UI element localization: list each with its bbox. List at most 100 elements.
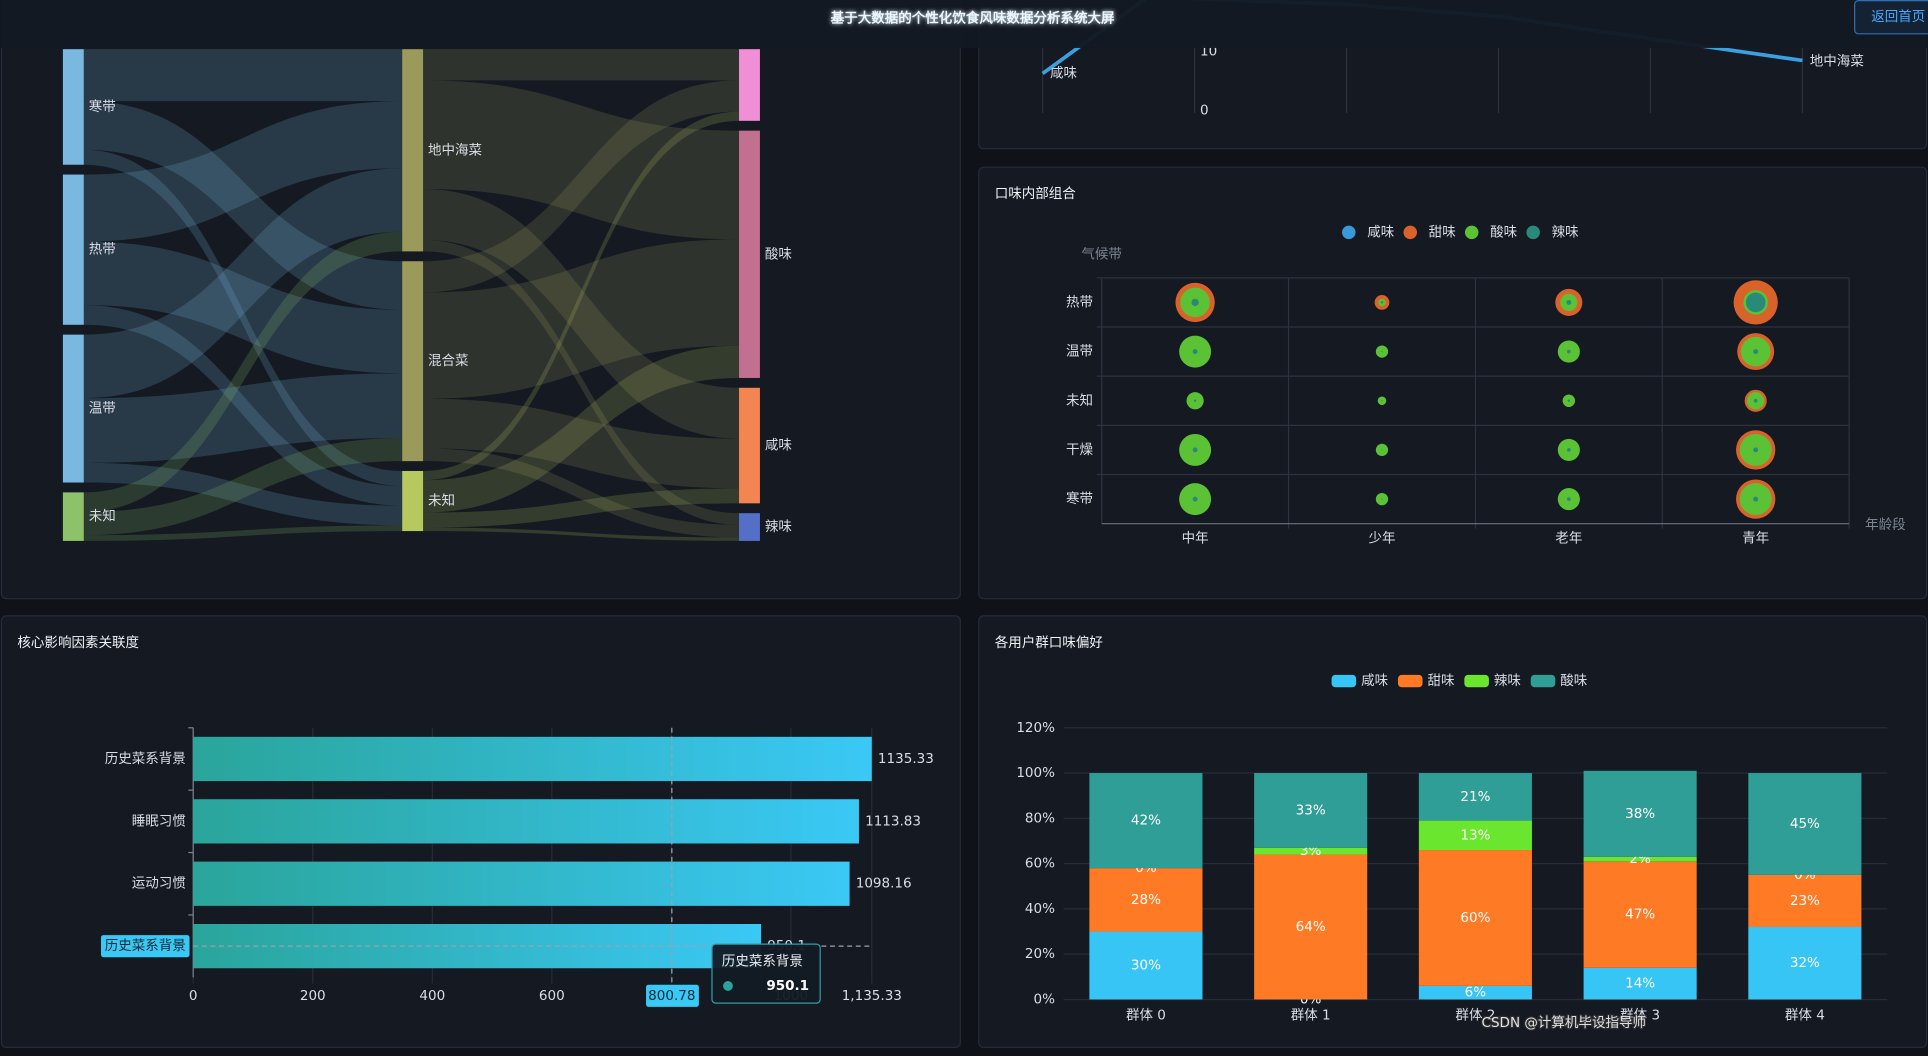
sankey-link	[423, 49, 740, 81]
sankey-link	[83, 462, 403, 526]
bar	[193, 799, 859, 844]
bubble	[1567, 399, 1571, 402]
sankey-node	[402, 49, 424, 252]
legend-label: 甜味	[1429, 224, 1457, 240]
bubble	[1753, 398, 1758, 403]
x-tick-label: 群体 1	[1291, 1007, 1331, 1023]
value-label: 6%	[1465, 985, 1487, 1001]
value-label: 28%	[1131, 892, 1161, 908]
legend-swatch	[1526, 225, 1540, 240]
bubble	[1193, 399, 1197, 402]
node-label: 混合菜	[428, 353, 469, 369]
bubble	[1192, 447, 1198, 453]
x-tick-label: 少年	[1368, 530, 1395, 546]
legend-label: 甜味	[1427, 673, 1455, 689]
sankey-link	[83, 231, 403, 513]
bar-segment	[1748, 927, 1862, 1000]
legend-label: 咸味	[1367, 224, 1395, 240]
y-tick-label: 40%	[1025, 901, 1055, 917]
value-label: 32%	[1790, 955, 1820, 971]
node-label: 酸味	[765, 246, 793, 262]
sankey-link	[423, 527, 740, 541]
y-tick-label: 热带	[1066, 294, 1093, 310]
header-bar	[0, 0, 1928, 48]
x-tick-label: 0	[189, 988, 198, 1004]
sankey-link	[423, 398, 740, 489]
back-button[interactable]: 返回首页	[1854, 0, 1928, 35]
sankey-link	[83, 149, 403, 487]
bubble	[1381, 449, 1383, 451]
y-tick-label: 60%	[1025, 856, 1055, 872]
bubble	[1745, 292, 1766, 313]
sankey-link	[83, 305, 403, 506]
sankey-link	[83, 101, 403, 242]
legend-swatch	[1397, 674, 1423, 688]
x-tick-label: 群体 2	[1455, 1007, 1495, 1023]
sankey-link	[423, 111, 740, 481]
x-tick-label: 群体 3	[1620, 1007, 1660, 1023]
panel-title: 核心影响因素关联度	[17, 635, 139, 651]
y-tick-label: 运动习惯	[132, 875, 186, 892]
sankey-link	[83, 241, 403, 374]
y-tick-label: 干燥	[1066, 442, 1094, 458]
button-frame[interactable]	[1854, 0, 1928, 35]
sankey-link	[423, 345, 740, 513]
value-label: 47%	[1625, 907, 1655, 923]
button-label[interactable]: 返回首页	[1871, 9, 1925, 25]
legend-label: 酸味	[1560, 673, 1588, 689]
tooltip-box	[711, 943, 821, 1004]
x-tick-label: 中年	[1182, 530, 1209, 546]
node-label: 未知	[89, 508, 116, 525]
bar-segment	[1748, 874, 1862, 928]
y-tick-label: 睡眠习惯	[132, 812, 186, 829]
bubble	[1566, 349, 1571, 354]
value-label: 30%	[1131, 957, 1161, 973]
sankey-link	[423, 448, 740, 538]
node-label: 地中海菜	[428, 142, 482, 158]
sankey-node	[739, 130, 760, 378]
bubble	[1381, 400, 1383, 402]
bar-segment	[1089, 868, 1203, 932]
bubble	[1566, 299, 1572, 305]
sankey-node	[62, 492, 84, 541]
sankey-link	[83, 525, 403, 541]
bar	[193, 861, 850, 906]
bubble	[1192, 496, 1198, 502]
series-end-label: 地中海菜	[1810, 54, 1864, 70]
legend-swatch	[1403, 225, 1418, 240]
y-tick-label: 80%	[1025, 810, 1055, 826]
panel	[0, 0, 961, 600]
legend-label: 辣味	[1494, 673, 1522, 689]
sankey-link	[83, 168, 403, 399]
bubble	[1753, 349, 1759, 355]
value-label: 42%	[1131, 813, 1161, 829]
panel	[978, 166, 1928, 600]
value-label: 33%	[1296, 802, 1326, 818]
y-tick-label: 120%	[1016, 720, 1055, 736]
legend-swatch	[1464, 674, 1489, 688]
legend-swatch	[1331, 674, 1357, 688]
node-label: 辣味	[765, 519, 793, 535]
y-tick-label: 未知	[1066, 392, 1093, 409]
bubble	[1753, 447, 1759, 453]
bubble	[1566, 448, 1571, 452]
bar	[193, 736, 872, 782]
bar-segment	[1254, 773, 1368, 848]
bar-segment	[1418, 850, 1532, 986]
x-tick-label: 群体 0	[1126, 1007, 1166, 1023]
panel-title: 各用户群口味偏好	[995, 634, 1103, 651]
bubble	[1566, 497, 1571, 501]
sankey-node	[739, 49, 760, 121]
x-tick-label: 200	[300, 988, 326, 1004]
sankey-node	[62, 334, 84, 483]
pointer-label: 800.78	[648, 988, 695, 1004]
axis-pointer-box	[101, 935, 190, 958]
sankey-link	[83, 373, 403, 463]
value-label: 1113.83	[865, 813, 921, 829]
tooltip-title: 历史菜系背景	[722, 953, 803, 969]
value-label: 13%	[1460, 827, 1490, 843]
legend-swatch	[1530, 674, 1556, 688]
bar-segment	[1418, 773, 1532, 821]
